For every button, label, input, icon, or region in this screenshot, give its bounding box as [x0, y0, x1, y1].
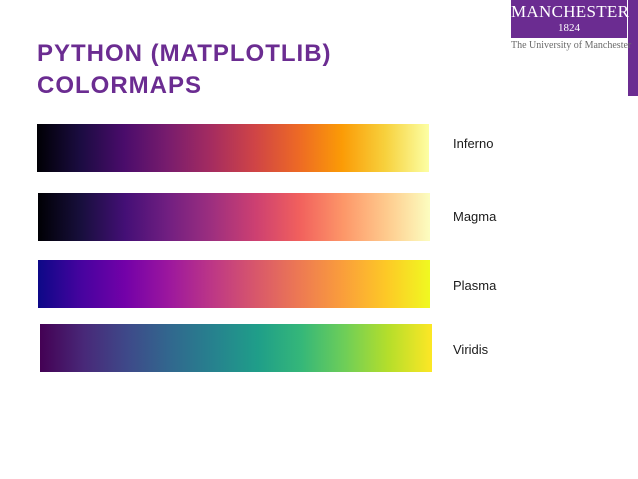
logo-subtitle: The University of Manchester	[511, 40, 632, 51]
colormap-bar-viridis	[40, 324, 432, 372]
colormap-label-plasma: Plasma	[453, 278, 497, 293]
colormap-label-inferno: Inferno	[453, 136, 494, 151]
brand-accent-bar	[628, 0, 638, 96]
university-logo: MANCHESTER 1824	[511, 0, 630, 38]
colormap-label-viridis: Viridis	[453, 342, 489, 357]
colormap-bar-inferno	[37, 124, 429, 172]
colormap-bar-magma	[38, 193, 430, 241]
colormap-label-magma: Magma	[453, 209, 497, 224]
slide-title: PYTHON (MATPLOTLIB) COLORMAPS	[37, 40, 332, 99]
colormap-bar-plasma	[38, 260, 430, 308]
logo-year: 1824	[558, 22, 580, 34]
logo-name: MANCHESTER	[511, 2, 630, 21]
